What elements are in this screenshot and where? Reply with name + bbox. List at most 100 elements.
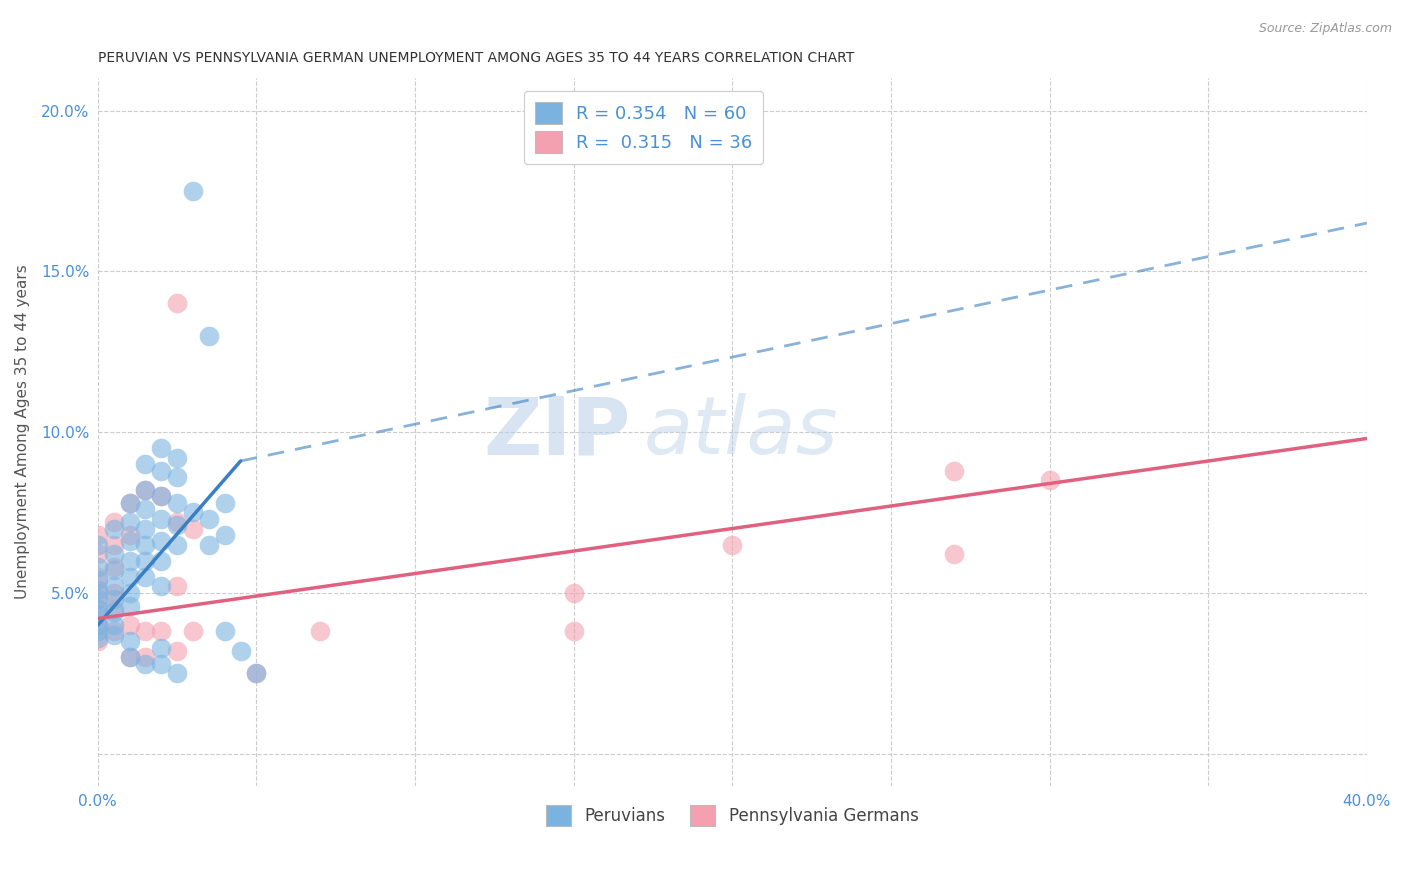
Point [150,624,173,639]
Point [87,608,110,623]
Point [134,483,156,497]
Point [118,618,141,632]
Point [134,538,156,552]
Point [103,586,125,600]
Point [198,512,221,526]
Text: atlas: atlas [644,393,838,471]
Point [150,579,173,593]
Point [150,489,173,503]
Text: ZIP: ZIP [484,393,631,471]
Point [87,573,110,587]
Point [103,627,125,641]
Point [150,489,173,503]
Point [150,441,173,455]
Point [118,634,141,648]
Point [118,496,141,510]
Point [166,666,188,681]
Point [198,538,221,552]
Text: PERUVIAN VS PENNSYLVANIA GERMAN UNEMPLOYMENT AMONG AGES 35 TO 44 YEARS CORRELATI: PERUVIAN VS PENNSYLVANIA GERMAN UNEMPLOY… [98,51,853,65]
Point [229,644,252,658]
Point [118,554,141,568]
Point [181,184,204,198]
Point [562,624,585,639]
Point [87,634,110,648]
Point [943,547,966,561]
Point [118,650,141,665]
Point [134,522,156,536]
Y-axis label: Unemployment Among Ages 35 to 44 years: Unemployment Among Ages 35 to 44 years [15,265,30,599]
Point [118,496,141,510]
Point [87,547,110,561]
Point [118,528,141,542]
Point [1038,473,1060,487]
Point [103,579,125,593]
Point [166,518,188,533]
Point [87,618,110,632]
Point [87,592,110,607]
Point [103,538,125,552]
Point [721,538,744,552]
Point [87,560,110,574]
Point [181,624,204,639]
Point [181,522,204,536]
Point [118,570,141,584]
Point [134,502,156,516]
Point [103,560,125,574]
Point [166,538,188,552]
Point [134,554,156,568]
Point [150,512,173,526]
Point [118,586,141,600]
Point [103,602,125,616]
Point [166,579,188,593]
Point [87,624,110,639]
Point [943,464,966,478]
Legend: Peruvians, Pennsylvania Germans: Peruvians, Pennsylvania Germans [537,797,927,834]
Point [134,457,156,471]
Point [245,666,267,681]
Point [134,650,156,665]
Point [118,534,141,549]
Point [103,515,125,529]
Point [103,624,125,639]
Point [103,605,125,619]
Point [87,602,110,616]
Point [134,657,156,671]
Point [134,483,156,497]
Point [166,644,188,658]
Point [150,554,173,568]
Point [87,538,110,552]
Point [134,570,156,584]
Point [181,506,204,520]
Point [103,522,125,536]
Point [118,650,141,665]
Point [103,618,125,632]
Point [87,528,110,542]
Point [103,592,125,607]
Point [134,624,156,639]
Point [87,631,110,645]
Point [150,464,173,478]
Point [166,515,188,529]
Point [309,624,332,639]
Point [87,618,110,632]
Point [214,624,236,639]
Point [87,582,110,597]
Point [245,666,267,681]
Point [166,496,188,510]
Point [103,563,125,577]
Point [87,570,110,584]
Point [118,599,141,613]
Point [166,470,188,484]
Point [214,496,236,510]
Point [87,586,110,600]
Point [103,547,125,561]
Point [166,450,188,465]
Point [150,640,173,655]
Point [118,515,141,529]
Point [214,528,236,542]
Point [198,328,221,343]
Point [166,296,188,310]
Point [150,534,173,549]
Point [150,657,173,671]
Point [562,586,585,600]
